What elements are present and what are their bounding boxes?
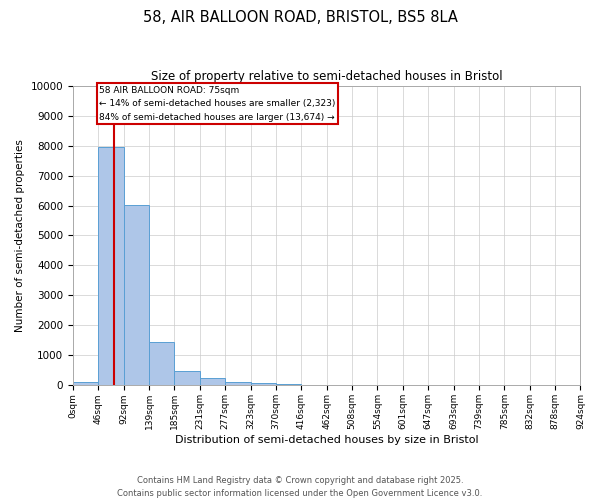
Y-axis label: Number of semi-detached properties: Number of semi-detached properties: [15, 139, 25, 332]
Bar: [225, 382, 251, 386]
X-axis label: Distribution of semi-detached houses by size in Bristol: Distribution of semi-detached houses by …: [175, 435, 479, 445]
Text: 58, AIR BALLOON ROAD, BRISTOL, BS5 8LA: 58, AIR BALLOON ROAD, BRISTOL, BS5 8LA: [143, 10, 457, 25]
Text: Contains HM Land Registry data © Crown copyright and database right 2025.
Contai: Contains HM Land Registry data © Crown c…: [118, 476, 482, 498]
Bar: [149, 342, 175, 386]
Bar: [251, 382, 276, 386]
Bar: [276, 384, 301, 386]
Bar: [73, 382, 98, 386]
Text: 58 AIR BALLOON ROAD: 75sqm
← 14% of semi-detached houses are smaller (2,323)
84%: 58 AIR BALLOON ROAD: 75sqm ← 14% of semi…: [100, 86, 336, 122]
Bar: [175, 371, 200, 386]
Bar: [200, 378, 225, 386]
Title: Size of property relative to semi-detached houses in Bristol: Size of property relative to semi-detach…: [151, 70, 503, 83]
Bar: [124, 205, 149, 386]
Bar: [98, 147, 124, 386]
